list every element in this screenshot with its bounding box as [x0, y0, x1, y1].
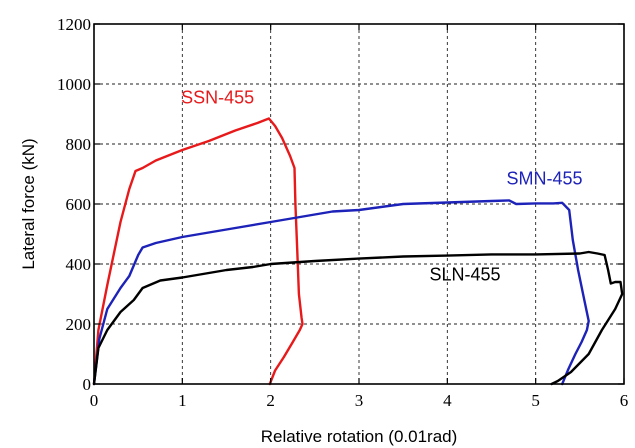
series-label-sln-455: SLN-455: [429, 265, 500, 285]
series-line-ssn-455: [92, 117, 304, 386]
y-axis-label: Lateral force (kN): [19, 138, 38, 269]
x-axis-label: Relative rotation (0.01rad): [261, 427, 458, 446]
y-tick-labels: 0 200 400 600 800 1000 1200: [57, 15, 624, 394]
x-tick-labels: 0 1 2 3 4 5 6: [90, 24, 629, 410]
y-tick-label: 1000: [57, 75, 91, 94]
x-tick-label: 0: [90, 391, 99, 410]
y-tick-label: 800: [66, 135, 92, 154]
series-line-smn-455: [92, 199, 590, 386]
series-label-ssn-455: SSN-455: [181, 88, 254, 108]
y-tick-label: 600: [66, 195, 92, 214]
x-tick-label: 2: [266, 391, 275, 410]
x-tick-label: 6: [620, 391, 629, 410]
y-tick-label: 1200: [57, 15, 91, 34]
series-label-smn-455: SMN-455: [506, 169, 582, 189]
series-labels: SSN-455 SMN-455 SLN-455: [181, 88, 582, 285]
x-tick-label: 5: [531, 391, 540, 410]
y-tick-label: 0: [83, 375, 92, 394]
y-tick-label: 400: [66, 255, 92, 274]
x-tick-label: 1: [178, 391, 187, 410]
series-line-sln-455: [92, 250, 624, 386]
x-tick-label: 3: [355, 391, 364, 410]
y-tick-label: 200: [66, 315, 92, 334]
series-lines: [92, 117, 624, 386]
x-tick-label: 4: [443, 391, 452, 410]
